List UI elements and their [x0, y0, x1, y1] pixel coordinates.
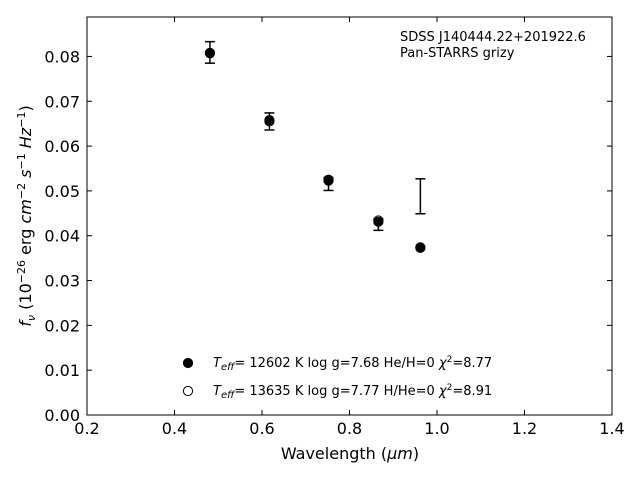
y-tick-label: 0.05	[44, 182, 80, 201]
object-name: SDSS J140444.22+201922.6	[400, 30, 586, 45]
model-point-open	[415, 242, 426, 253]
observed-flux-errorbars	[204, 40, 426, 232]
legend-label-series-2: Teff= 13635 K log g=7.77 H/He=0 χ2=8.91	[213, 383, 492, 401]
y-axis-label: fν (10−26 erg cm−2 s−1 Hz−1)	[15, 105, 38, 326]
legend-marker-open	[182, 385, 194, 397]
model-point-open	[373, 215, 384, 226]
x-tick-label: 1.0	[424, 419, 449, 438]
survey-name: Pan-STARRS grizy	[400, 46, 515, 61]
y-tick-label: 0.03	[44, 272, 80, 291]
y-tick-label: 0.08	[44, 47, 80, 66]
legend-label-series-1: Teff= 12602 K log g=7.68 He/H=0 χ2=8.77	[213, 355, 492, 373]
x-tick-label: 0.6	[249, 419, 274, 438]
x-axis-label: Wavelength (μm)	[281, 444, 419, 463]
y-tick-label: 0.07	[44, 92, 80, 111]
x-tick-label: 1.4	[599, 419, 624, 438]
x-tick-label: 0.2	[74, 419, 99, 438]
y-tick-label: 0.00	[44, 406, 80, 425]
y-tick-label: 0.02	[44, 316, 80, 335]
model-point-open	[264, 116, 275, 127]
y-tick-label: 0.01	[44, 361, 80, 380]
legend-marker-filled	[182, 357, 194, 369]
x-tick-label: 0.8	[337, 419, 362, 438]
legend: Teff= 12602 K log g=7.68 He/H=0 χ2=8.77 …	[182, 355, 492, 401]
x-tick-label: 1.2	[512, 419, 537, 438]
y-axis-ticks: 0.00 0.01 0.02 0.03 0.04 0.05 0.06 0.07 0.08	[44, 47, 612, 425]
x-tick-label: 0.4	[162, 419, 187, 438]
y-tick-label: 0.06	[44, 137, 80, 156]
model-point-open	[204, 47, 216, 58]
model-point-open	[323, 175, 334, 186]
x-axis-ticks: 0.2 0.4 0.6 0.8 1.0 1.2 1.4	[74, 17, 625, 438]
model-flux-markers	[204, 47, 426, 253]
y-tick-label: 0.04	[44, 227, 80, 246]
